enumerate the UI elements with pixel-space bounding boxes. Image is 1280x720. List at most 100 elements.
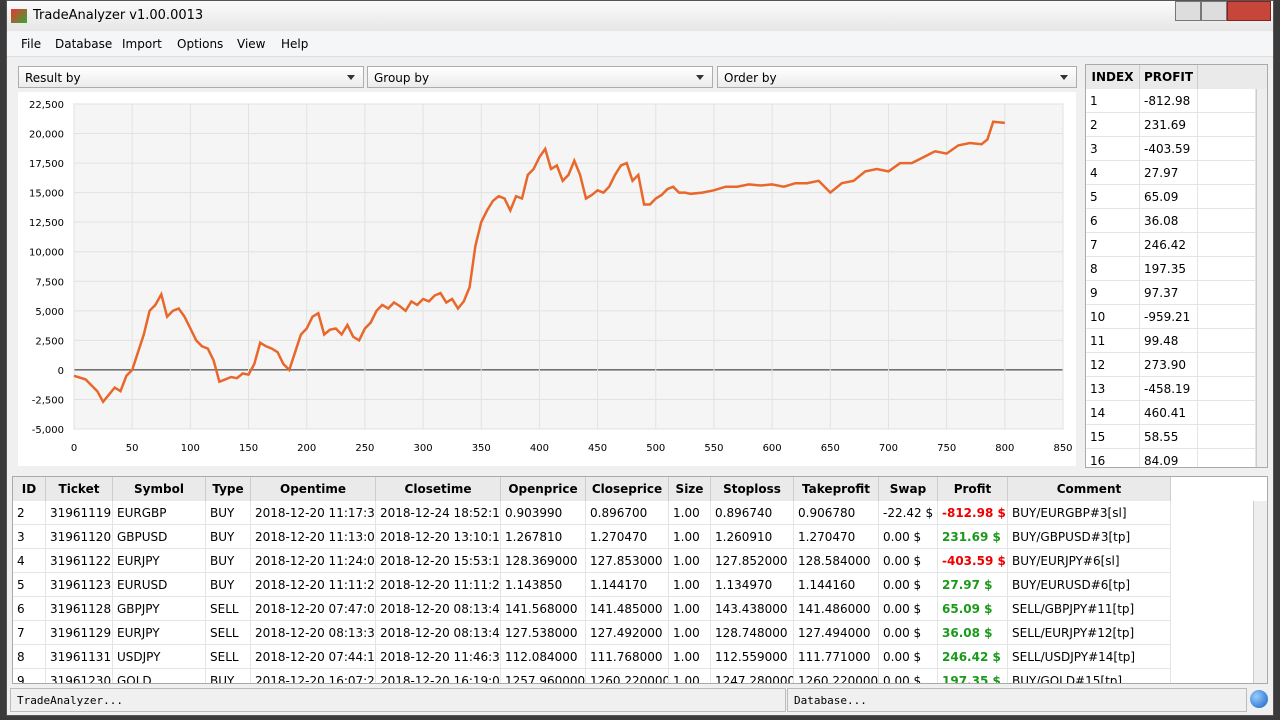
table-cell: 1.00: [669, 573, 711, 597]
table-cell: 0.00 $: [879, 621, 938, 645]
table-cell: 4: [13, 549, 46, 573]
list-cell: 9: [1086, 281, 1140, 305]
table-cell: 0.00 $: [879, 525, 938, 549]
menu-item[interactable]: View: [237, 37, 266, 51]
list-cell-fill: [1198, 329, 1256, 353]
list-cell: 10: [1086, 305, 1140, 329]
x-tick-label: 150: [239, 443, 258, 454]
table-cell: 0.896740: [711, 501, 794, 525]
table-cell: BUY/EURJPY#6[sl]: [1008, 549, 1171, 573]
table-cell: 2018-12-20 07:44:17: [251, 645, 376, 669]
y-tick-label: 22,500: [29, 100, 64, 111]
dropdown[interactable]: Result by: [18, 66, 364, 88]
column-header: Stoploss: [711, 477, 794, 501]
table-cell: 31961120: [46, 525, 113, 549]
list-cell: 27.97: [1140, 161, 1198, 185]
table-cell: 1.00: [669, 525, 711, 549]
x-tick-label: 50: [126, 443, 139, 454]
x-tick-label: 650: [821, 443, 840, 454]
status-field: TradeAnalyzer...: [10, 688, 786, 712]
list-cell-fill: [1198, 209, 1256, 233]
table-cell: 111.768000: [586, 645, 669, 669]
table-cell: 0.896700: [586, 501, 669, 525]
dropdown[interactable]: Order by: [717, 66, 1077, 88]
table-cell: 197.35 $: [938, 669, 1008, 683]
column-header: Closetime: [376, 477, 501, 501]
table-cell: -403.59 $: [938, 549, 1008, 573]
column-header: Comment: [1008, 477, 1171, 501]
menu-item[interactable]: Import: [122, 37, 162, 51]
column-header: Symbol: [113, 477, 206, 501]
table-cell: BUY/GOLD#15[tp]: [1008, 669, 1171, 683]
list-cell-fill: [1198, 233, 1256, 257]
list-cell: 273.90: [1140, 353, 1198, 377]
table-cell: 1.134970: [711, 573, 794, 597]
x-tick-label: 850: [1053, 443, 1072, 454]
menu-item[interactable]: Options: [177, 37, 224, 51]
maximize-button[interactable]: [1201, 1, 1227, 21]
list-cell-fill: [1198, 89, 1256, 113]
status-icon: [1250, 690, 1268, 708]
scrollbar[interactable]: [1253, 501, 1267, 683]
table-cell: 6: [13, 597, 46, 621]
list-cell-fill: [1198, 305, 1256, 329]
minimize-button[interactable]: [1175, 1, 1201, 21]
list-cell: 58.55: [1140, 425, 1198, 449]
title-bar: TradeAnalyzer v1.00.0013: [7, 1, 1273, 31]
y-tick-label: 15,000: [29, 189, 64, 200]
x-tick-label: 600: [763, 443, 782, 454]
table-cell: 0.00 $: [879, 669, 938, 683]
list-cell: -458.19: [1140, 377, 1198, 401]
menu-item[interactable]: File: [21, 37, 42, 51]
table-cell: 1.144160: [794, 573, 879, 597]
x-tick-label: 0: [71, 443, 77, 454]
window-title: TradeAnalyzer v1.00.0013: [33, 8, 204, 23]
table-cell: 2018-12-20 11:11:24: [376, 573, 501, 597]
menu-item[interactable]: Help: [281, 37, 309, 51]
table-cell: -22.42 $: [879, 501, 938, 525]
menu-item[interactable]: Database: [55, 37, 113, 51]
table-cell: 1.00: [669, 621, 711, 645]
table-cell: 2018-12-20 11:46:37: [376, 645, 501, 669]
table-cell: 1.00: [669, 669, 711, 683]
table-cell: BUY: [206, 501, 251, 525]
table-cell: 1.260910: [711, 525, 794, 549]
table-cell: BUY/GBPUSD#3[tp]: [1008, 525, 1171, 549]
table-cell: 2018-12-20 15:53:11: [376, 549, 501, 573]
table-cell: 31961129: [46, 621, 113, 645]
column-header: Closeprice: [586, 477, 669, 501]
list-cell: -812.98: [1140, 89, 1198, 113]
y-tick-label: 10,000: [29, 248, 64, 259]
x-tick-label: 550: [704, 443, 723, 454]
dropdown[interactable]: Group by: [367, 66, 713, 88]
list-cell-fill: [1198, 425, 1256, 449]
table-cell: EURGBP: [113, 501, 206, 525]
close-button[interactable]: [1227, 1, 1271, 21]
list-cell: 7: [1086, 233, 1140, 257]
list-cell: 4: [1086, 161, 1140, 185]
table-cell: 1.144170: [586, 573, 669, 597]
table-cell: EURUSD: [113, 573, 206, 597]
scrollbar[interactable]: [1256, 89, 1267, 467]
list-cell-fill: [1198, 161, 1256, 185]
table-cell: 111.771000: [794, 645, 879, 669]
list-cell: 460.41: [1140, 401, 1198, 425]
table-cell: SELL/USDJPY#14[tp]: [1008, 645, 1171, 669]
table-cell: 1.270470: [794, 525, 879, 549]
list-cell: 16: [1086, 449, 1140, 467]
table-cell: 1247.280000: [711, 669, 794, 683]
list-cell: 99.48: [1140, 329, 1198, 353]
profit-list: INDEX PROFIT 1 -812.98 2 231.69 3 -403.59 4 27.97…: [1085, 64, 1268, 468]
list-cell-fill: [1198, 377, 1256, 401]
table-cell: 143.438000: [711, 597, 794, 621]
table-cell: 1257.960000: [501, 669, 586, 683]
table-cell: 1.00: [669, 645, 711, 669]
column-header: Size: [669, 477, 711, 501]
list-cell: 246.42: [1140, 233, 1198, 257]
column-header: Swap: [879, 477, 938, 501]
plot-area: [73, 103, 1064, 430]
table-cell: 2: [13, 501, 46, 525]
table-cell: 31961230: [46, 669, 113, 683]
list-cell-fill: [1198, 281, 1256, 305]
column-header: INDEX: [1086, 65, 1140, 89]
